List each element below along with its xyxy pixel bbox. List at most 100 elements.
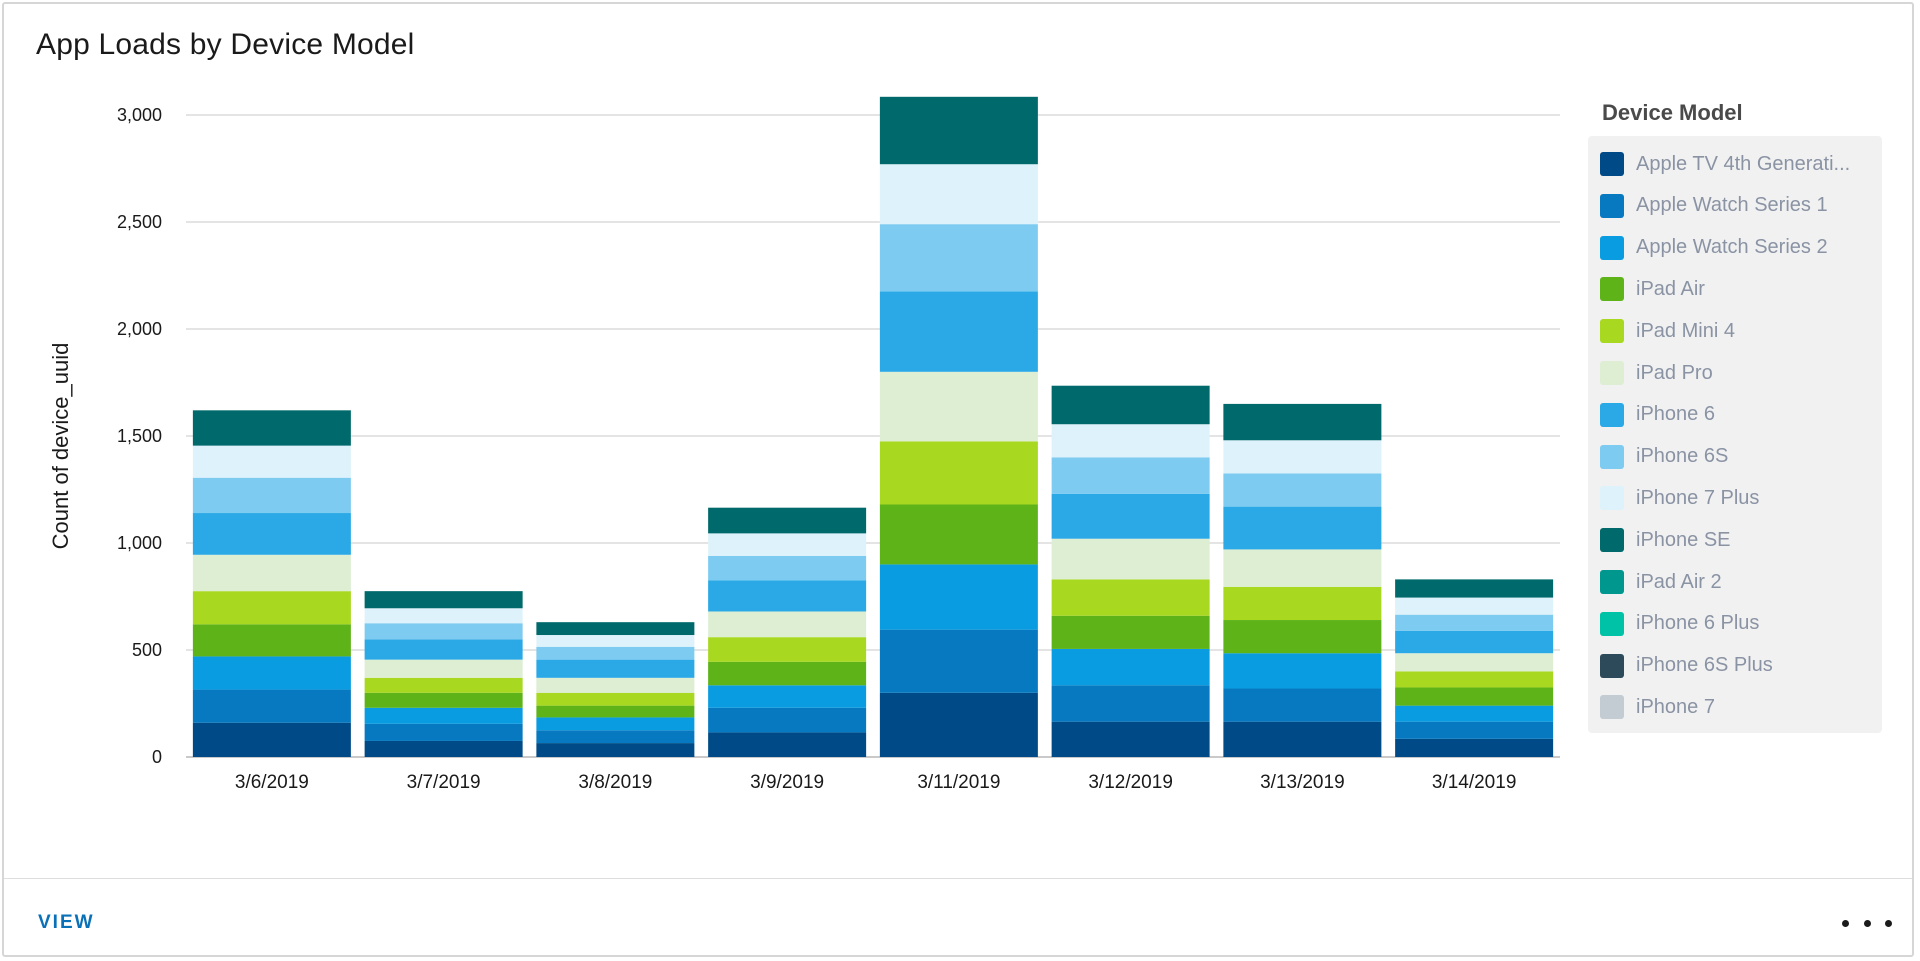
bar-segment[interactable] (536, 659, 695, 678)
bar-segment[interactable] (536, 717, 695, 731)
legend-swatch (1600, 235, 1624, 260)
legend-item[interactable]: iPhone SE (1600, 522, 1880, 558)
bar-segment[interactable] (1395, 653, 1554, 672)
legend-item[interactable]: iPad Pro (1600, 355, 1880, 391)
legend-item[interactable]: iPhone 6S Plus (1600, 648, 1880, 684)
bar-segment[interactable] (1223, 473, 1382, 507)
more-options-icon[interactable] (1842, 908, 1892, 938)
bar-segment[interactable] (1223, 586, 1382, 621)
bar-segment[interactable] (1051, 648, 1210, 686)
bar-segment[interactable] (879, 96, 1038, 165)
legend-item[interactable]: iPad Air (1600, 271, 1880, 307)
bar-segment[interactable] (364, 639, 523, 660)
bar-segment[interactable] (536, 743, 695, 757)
bar-segment[interactable] (192, 624, 351, 657)
bar-segment[interactable] (364, 623, 523, 640)
legend-item[interactable]: iPhone 6S (1600, 439, 1880, 475)
bar-segment[interactable] (1395, 614, 1554, 631)
bar-segment[interactable] (1395, 671, 1554, 688)
legend-item[interactable]: iPhone 7 (1600, 689, 1880, 725)
bar-segment[interactable] (708, 555, 867, 581)
legend-item[interactable]: Apple Watch Series 2 (1600, 230, 1880, 266)
bar-segment[interactable] (536, 730, 695, 744)
bar-segment[interactable] (1395, 705, 1554, 722)
bar-segment[interactable] (708, 580, 867, 612)
bar-segment[interactable] (1223, 688, 1382, 722)
bar-segment[interactable] (192, 591, 351, 625)
bar-segment[interactable] (536, 677, 695, 693)
bar-segment[interactable] (708, 533, 867, 556)
bar-segment[interactable] (536, 635, 695, 647)
bar-segment[interactable] (192, 554, 351, 592)
bar-segment[interactable] (1051, 721, 1210, 757)
bar-segment[interactable] (1395, 738, 1554, 757)
bar-segment[interactable] (536, 622, 695, 636)
bar-segment[interactable] (879, 564, 1038, 630)
bar-segment[interactable] (879, 441, 1038, 505)
legend-item[interactable]: iPad Mini 4 (1600, 313, 1880, 349)
bar-segment[interactable] (1395, 597, 1554, 615)
legend-item[interactable]: iPhone 6 Plus (1600, 606, 1880, 642)
bar-segment[interactable] (1223, 506, 1382, 550)
legend-swatch (1600, 193, 1624, 218)
x-tick-label: 3/9/2019 (750, 772, 824, 793)
bar-segment[interactable] (364, 692, 523, 708)
bar-segment[interactable] (1051, 615, 1210, 649)
bar-segment[interactable] (879, 629, 1038, 693)
legend-item[interactable]: iPhone 6 (1600, 397, 1880, 433)
bar-segment[interactable] (879, 291, 1038, 372)
bar-segment[interactable] (1051, 457, 1210, 494)
bar-segment[interactable] (1223, 721, 1382, 757)
x-tick-label: 3/6/2019 (235, 772, 309, 793)
bar-segment[interactable] (192, 513, 351, 555)
bar-segment[interactable] (364, 677, 523, 693)
bar-segment[interactable] (364, 707, 523, 724)
bar-segment[interactable] (708, 685, 867, 708)
bar-segment[interactable] (708, 661, 867, 686)
bar-segment[interactable] (1051, 538, 1210, 580)
bar-segment[interactable] (1223, 440, 1382, 474)
bar-segment[interactable] (1051, 424, 1210, 458)
bar-segment[interactable] (708, 732, 867, 757)
bar-segment[interactable] (1051, 385, 1210, 425)
bar-segment[interactable] (364, 740, 523, 757)
bar-segment[interactable] (192, 410, 351, 446)
bar-segment[interactable] (192, 722, 351, 757)
bar-segment[interactable] (364, 608, 523, 624)
bar-segment[interactable] (192, 656, 351, 690)
bar-segment[interactable] (192, 477, 351, 514)
bar-segment[interactable] (708, 707, 867, 733)
bar-segment[interactable] (536, 705, 695, 718)
view-link[interactable]: VIEW (38, 912, 95, 933)
bar-segment[interactable] (536, 646, 695, 660)
bar-segment[interactable] (879, 692, 1038, 757)
bar-segment[interactable] (708, 637, 867, 662)
bar-segment[interactable] (1051, 685, 1210, 722)
bar-segment[interactable] (1223, 620, 1382, 654)
bar-segment[interactable] (1395, 630, 1554, 654)
bar-segment[interactable] (879, 164, 1038, 225)
legend-item[interactable]: iPad Air 2 (1600, 564, 1880, 600)
bar-segment[interactable] (879, 504, 1038, 565)
bar-segment[interactable] (1223, 549, 1382, 587)
bar-segment[interactable] (1223, 403, 1382, 441)
legend-item[interactable]: Apple TV 4th Generati... (1600, 146, 1880, 182)
bar-segment[interactable] (364, 723, 523, 741)
bar-segment[interactable] (1395, 579, 1554, 598)
bar-segment[interactable] (192, 689, 351, 723)
bar-segment[interactable] (1395, 721, 1554, 739)
bar-segment[interactable] (364, 591, 523, 609)
bar-segment[interactable] (192, 445, 351, 478)
bar-segment[interactable] (364, 659, 523, 678)
bar-segment[interactable] (1395, 687, 1554, 706)
bar-segment[interactable] (879, 371, 1038, 442)
bar-segment[interactable] (708, 507, 867, 534)
bar-segment[interactable] (1223, 653, 1382, 689)
bar-segment[interactable] (1051, 493, 1210, 539)
bar-segment[interactable] (708, 611, 867, 638)
legend-item[interactable]: iPhone 7 Plus (1600, 480, 1880, 516)
legend-item[interactable]: Apple Watch Series 1 (1600, 188, 1880, 224)
bar-segment[interactable] (536, 692, 695, 706)
bar-segment[interactable] (1051, 579, 1210, 616)
bar-segment[interactable] (879, 224, 1038, 292)
